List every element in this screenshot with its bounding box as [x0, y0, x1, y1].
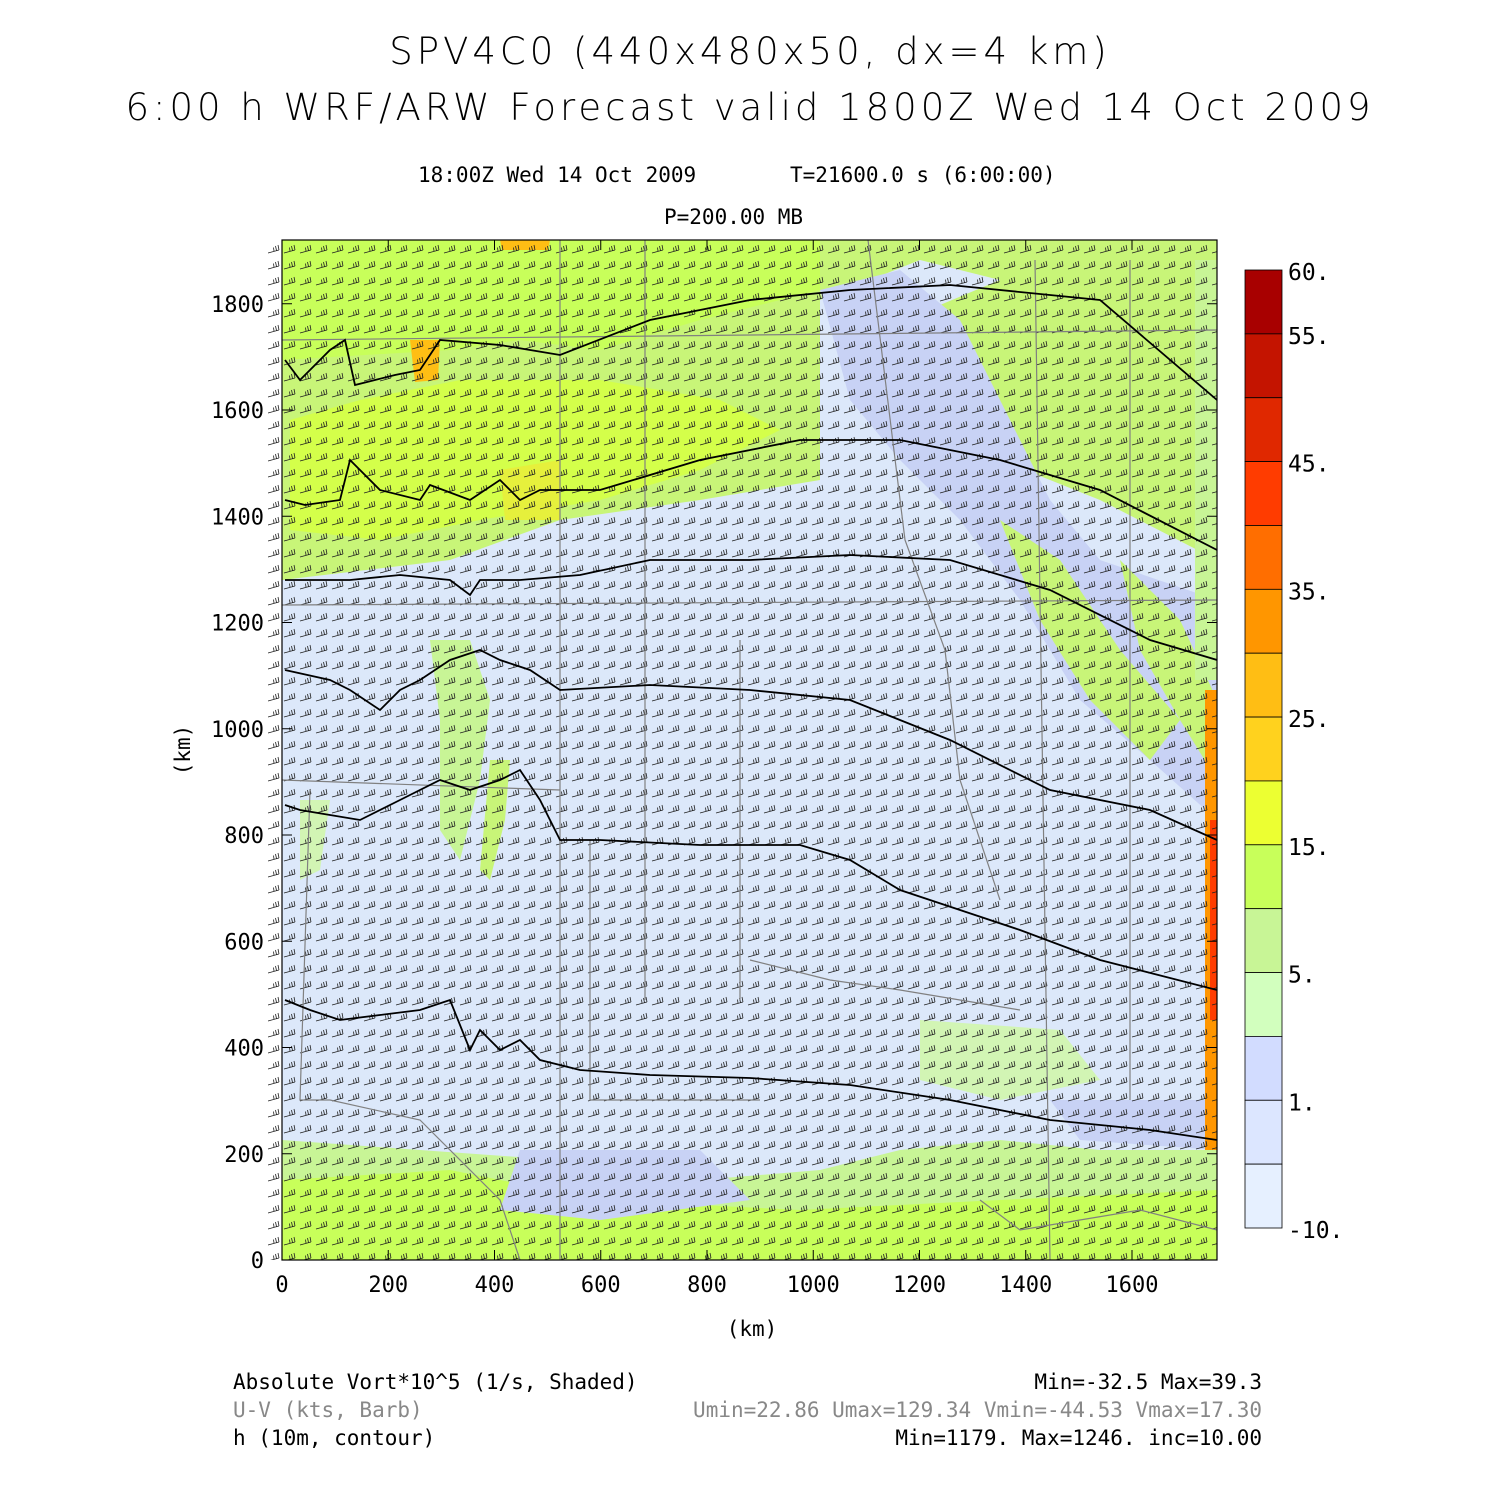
- y-tick-label: 1400: [211, 505, 264, 530]
- wind-barbs: [282, 240, 1217, 1260]
- colorbar-segment: [1244, 525, 1283, 590]
- y-tick-label: 1600: [211, 399, 264, 424]
- x-tick-label: 400: [475, 1273, 515, 1298]
- valid-time-label: 18:00Z Wed 14 Oct 2009: [418, 163, 697, 187]
- x-axis: 0 200 400 600 800 1000 1200 1400 1600: [275, 240, 1158, 1298]
- height-contours: [284, 284, 1217, 1141]
- colorbar-segment: [1244, 908, 1283, 973]
- x-tick-label: 1600: [1106, 1273, 1159, 1298]
- colorbar-label: 45.: [1288, 452, 1330, 478]
- colorbar-segment: [1244, 716, 1283, 782]
- x-tick-label: 200: [368, 1273, 408, 1298]
- shaded-field-stats: Min=-32.5 Max=39.3: [1034, 1370, 1262, 1394]
- colorbar-label: 1.: [1288, 1090, 1316, 1116]
- y-tick-label: 600: [224, 930, 264, 955]
- x-tick-label: 1000: [787, 1273, 840, 1298]
- y-axis-label: (km): [171, 725, 195, 776]
- pressure-level-label: P=200.00 MB: [664, 205, 804, 229]
- colorbar-segment: [1244, 972, 1283, 1037]
- colorbar-segment: [1244, 1099, 1283, 1165]
- colorbar-segment: [1244, 780, 1283, 846]
- colorbar-segment: [1244, 397, 1283, 463]
- colorbar: 60. 55. 45. 35. 25. 15. 5. 1. -10.: [1244, 260, 1343, 1244]
- y-tick-label: 1200: [211, 612, 264, 637]
- colorbar-label: 60.: [1288, 260, 1330, 286]
- x-tick-label: 1400: [999, 1273, 1052, 1298]
- colorbar-segment: [1244, 461, 1283, 526]
- barb-field-label: U-V (kts, Barb): [233, 1398, 423, 1422]
- colorbar-label: 25.: [1288, 707, 1330, 733]
- colorbar-segment: [1244, 1163, 1283, 1229]
- contour-field-label: h (10m, contour): [233, 1426, 436, 1450]
- colorbar-segment: [1244, 652, 1283, 718]
- colorbar-segment: [1244, 269, 1283, 335]
- contour-field-stats: Min=1179. Max=1246. inc=10.00: [895, 1426, 1262, 1450]
- plot-frame: [281, 239, 1218, 1261]
- y-axis: 0 200 400 600 800 1000 1200 1400 1600 1800: [211, 293, 1217, 1274]
- shaded-field-label: Absolute Vort*10^5 (1/s, Shaded): [233, 1370, 638, 1394]
- time-step-label: T=21600.0 s (6:00:00): [790, 163, 1056, 187]
- colorbar-label: 15.: [1288, 835, 1330, 861]
- x-tick-label: 800: [687, 1273, 727, 1298]
- y-tick-label: 1000: [211, 718, 264, 743]
- y-tick-label: 400: [224, 1037, 264, 1062]
- colorbar-segment: [1244, 588, 1283, 654]
- y-tick-label: 0: [251, 1249, 264, 1274]
- x-tick-label: 600: [581, 1273, 621, 1298]
- plot-subtitle: 6:00 h WRF/ARW Forecast valid 1800Z Wed …: [125, 86, 1375, 129]
- plot-title: SPV4C0 (440x480x50, dx=4 km): [389, 30, 1111, 73]
- barb-field-stats: Umin=22.86 Umax=129.34 Vmin=-44.53 Vmax=…: [693, 1398, 1262, 1422]
- colorbar-label: -10.: [1288, 1218, 1343, 1244]
- x-axis-label: (km): [727, 1317, 778, 1341]
- y-tick-label: 1800: [211, 293, 264, 318]
- y-tick-label: 200: [224, 1143, 264, 1168]
- colorbar-segment: [1244, 844, 1283, 910]
- y-tick-label: 800: [224, 824, 264, 849]
- wind-barbs-edge: [268, 240, 284, 1260]
- x-tick-label: 1200: [893, 1273, 946, 1298]
- colorbar-segment: [1244, 333, 1283, 399]
- colorbar-label: 55.: [1288, 324, 1330, 350]
- colorbar-label: 5.: [1288, 963, 1316, 989]
- colorbar-label: 35.: [1288, 579, 1330, 605]
- colorbar-segment: [1244, 1036, 1283, 1101]
- x-tick-label: 0: [275, 1273, 288, 1298]
